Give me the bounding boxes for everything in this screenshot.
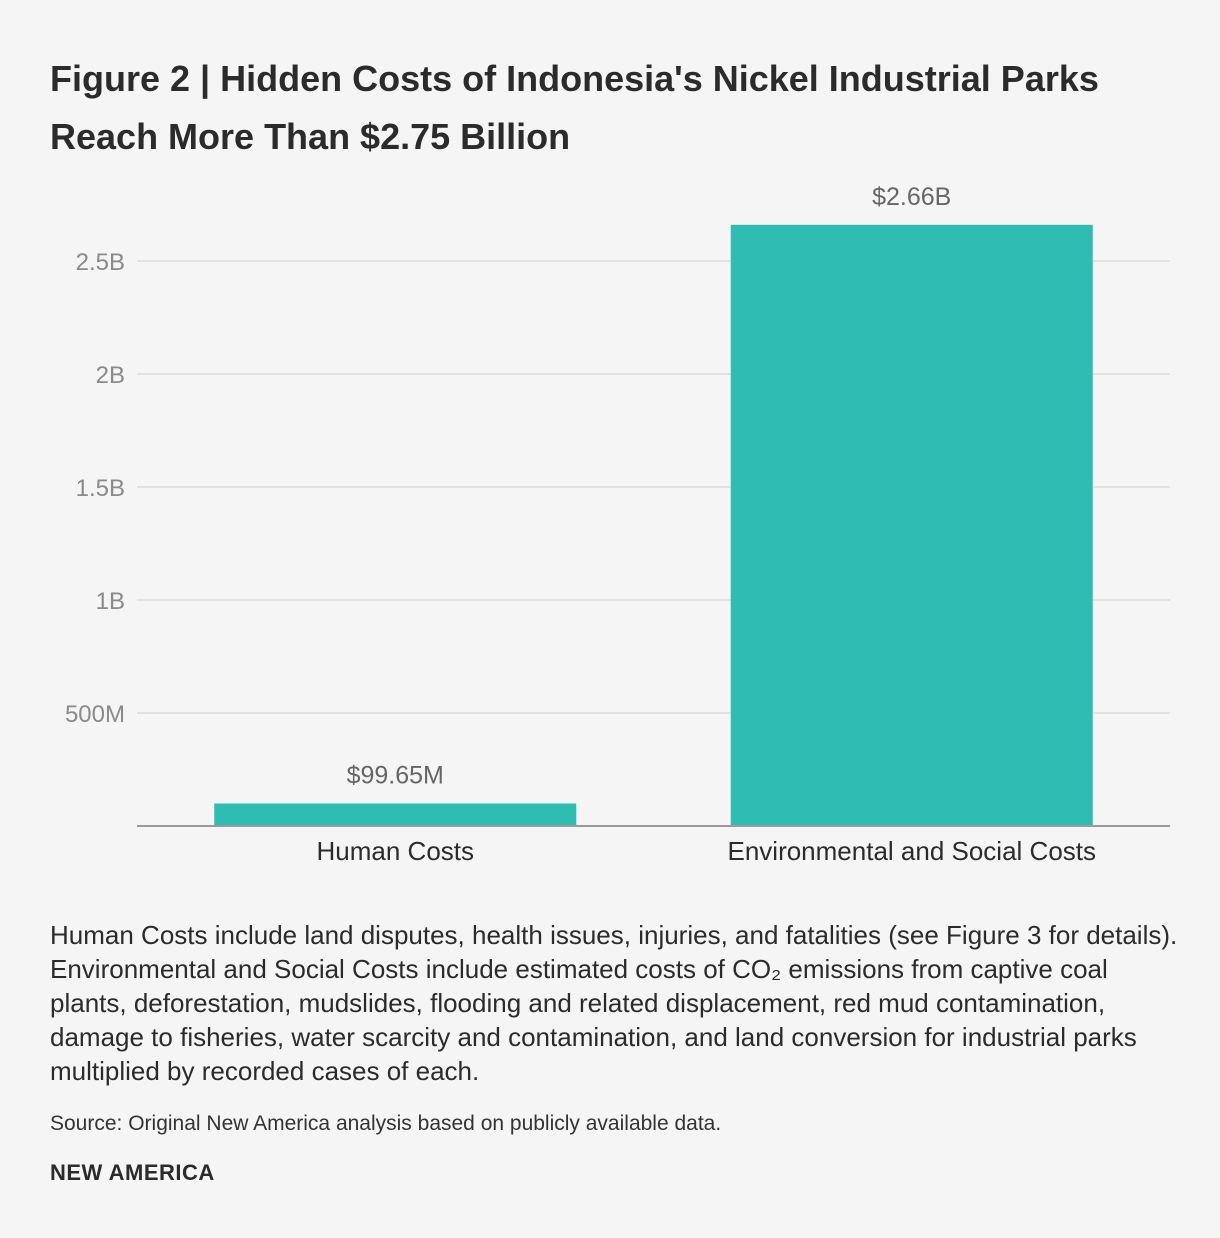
y-axis-ticks: 500M 1B 1.5B 2B 2.5B: [65, 249, 125, 728]
data-labels: $99.65M $2.66B: [347, 183, 952, 790]
x-category-label: Human Costs: [317, 836, 475, 866]
y-tick-label: 2B: [96, 362, 125, 389]
bar-value-label: $2.66B: [872, 183, 951, 211]
y-tick-label: 500M: [65, 701, 125, 728]
brand-wordmark: NEW AMERICA: [50, 1160, 215, 1185]
figure-note: Human Costs include land disputes, healt…: [50, 920, 1178, 1086]
bar-chart: 500M 1B 1.5B 2B 2.5B $99.65M $2.66B Human Cos…: [65, 183, 1170, 866]
y-tick-label: 1.5B: [76, 475, 125, 502]
bars: [214, 224, 1093, 827]
bar: [730, 224, 1093, 827]
bar: [214, 803, 577, 826]
y-tick-label: 2.5B: [76, 249, 125, 276]
x-category-label: Environmental and Social Costs: [727, 836, 1096, 866]
figure-title-line2: Reach More Than $2.75 Billion: [50, 116, 571, 157]
figure-title-line1: Figure 2 | Hidden Costs of Indonesia's N…: [50, 58, 1099, 99]
figure-title: Figure 2 | Hidden Costs of Indonesia's N…: [50, 50, 1170, 166]
x-axis-category-labels: Human Costs Environmental and Social Cost…: [317, 836, 1097, 866]
bar-value-label: $99.65M: [347, 761, 444, 789]
figure-source: Source: Original New America analysis ba…: [50, 1112, 722, 1135]
y-tick-label: 1B: [96, 588, 125, 615]
